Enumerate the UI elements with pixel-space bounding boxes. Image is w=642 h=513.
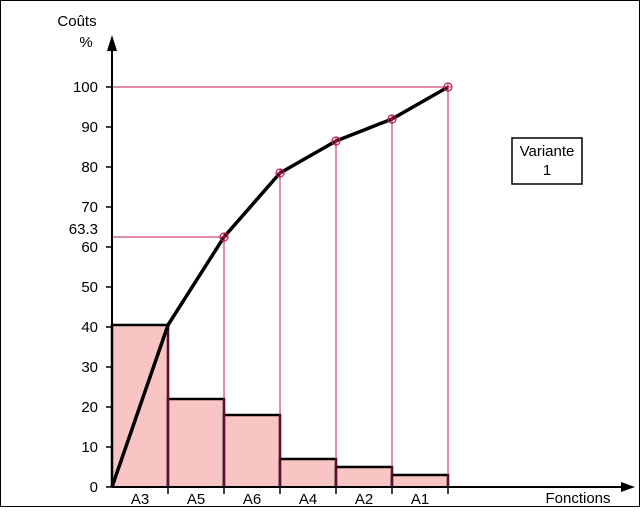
x-tick-label-A2: A2 [355, 491, 373, 508]
bar-A6 [224, 415, 280, 487]
guides-layer [112, 86, 449, 487]
variante-box-border [511, 137, 583, 185]
y-tick-label-20: 20 [81, 399, 98, 416]
x-tick-label-A6: A6 [243, 491, 261, 508]
cumulative-point-A5 [219, 232, 229, 242]
y-tick-label-60: 60 [81, 239, 98, 256]
y-axis-arrow-icon [107, 35, 117, 51]
axes-layer [107, 35, 635, 492]
cumulative-point-A1 [443, 82, 453, 92]
y-tick-label-100: 100 [73, 79, 98, 96]
bar-A4 [280, 459, 336, 487]
bar-A5 [168, 399, 224, 487]
y-tick-label-0: 0 [90, 479, 98, 496]
variante-number: 1 [543, 162, 551, 179]
bar-A1 [392, 475, 448, 487]
y-tick-label-40: 40 [81, 319, 98, 336]
cumulative-point-A6 [275, 168, 285, 178]
cumulative-point-A2 [387, 114, 397, 124]
y-axis-unit: % [79, 34, 92, 51]
x-tick-label-A3: A3 [131, 491, 149, 508]
x-tick-label-A1: A1 [411, 491, 429, 508]
curve-layer [110, 82, 453, 488]
y-tick-label-30: 30 [81, 359, 98, 376]
y-axis-title: Coûts [57, 13, 96, 30]
x-axis-title: Fonctions [545, 490, 610, 507]
y-marked-value-label: 63.3 [69, 221, 98, 238]
x-axis-arrow-icon [621, 482, 635, 492]
y-tick-label-90: 90 [81, 119, 98, 136]
bar-A2 [336, 467, 392, 487]
ticks-layer [106, 86, 449, 494]
y-tick-label-80: 80 [81, 159, 98, 176]
labels-layer: 0 10 20 30 40 50 60 70 80 90 100 63.3 A3 A5 A6 A4 A2 A1 [69, 79, 429, 508]
cumulative-point-A4 [331, 136, 341, 146]
x-tick-label-A4: A4 [299, 491, 317, 508]
y-tick-label-70: 70 [81, 199, 98, 216]
y-tick-label-50: 50 [81, 279, 98, 296]
x-tick-label-A5: A5 [187, 491, 205, 508]
y-tick-label-10: 10 [81, 439, 98, 456]
variante-box: Variante 1 [511, 137, 583, 185]
variante-label: Variante [520, 143, 575, 160]
